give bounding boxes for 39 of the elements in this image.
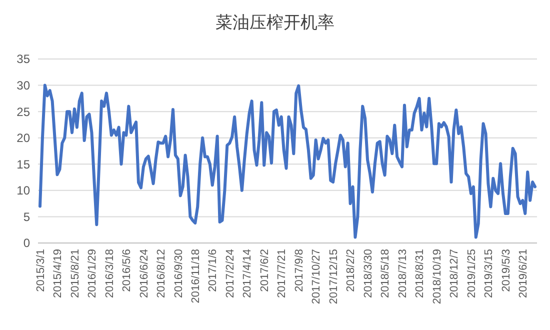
x-tick-label: 2018/2/2 [345,249,358,292]
x-tick-label: 2018/7/13 [396,249,409,298]
x-tick-label: 2018/5/18 [380,249,392,298]
x-tick-label: 2016/5/6 [121,249,134,292]
y-tick-label: 20 [16,131,30,146]
x-tick-label: 2016/6/24 [138,249,150,298]
x-tick-label: 2016/1/29 [86,249,99,298]
x-tick-label: 2019/6/21 [518,249,530,298]
x-tick-label: 2016/3/18 [104,249,116,298]
x-tick-label: 2015/4/19 [52,249,64,298]
x-tick-label: 2015/8/21 [69,249,82,298]
y-tick-label: 5 [23,210,30,224]
x-tick-label: 2017/4/14 [242,249,254,298]
chart-title: 菜油压榨开机率 [216,13,334,33]
y-tick-label: 25 [16,104,30,119]
x-tick-label: 2018/12/7 [448,249,461,298]
x-tick-label: 2017/7/21 [276,249,288,298]
y-tick-label: 15 [16,157,30,172]
x-tick-label: 2016/11/18 [190,249,202,304]
x-tick-label: 2017/12/15 [328,249,340,304]
x-tick-label: 2017/1/6 [207,249,220,292]
x-tick-label: 2018/3/30 [362,249,374,298]
y-tick-label: 35 [16,52,30,66]
x-tick-label: 2017/2/24 [224,249,236,298]
x-tick-label: 2018/8/31 [414,249,426,298]
y-tick-label: 10 [16,184,30,198]
y-tick-label: 30 [16,78,30,92]
y-tick-label: 0 [23,236,30,250]
x-tick-label: 2019/3/15 [483,249,496,298]
x-tick-label: 2018/10/19 [431,249,444,304]
x-tick-label: 2017/6/2 [258,249,271,292]
x-tick-label: 2016/9/30 [172,249,185,298]
x-tick-label: 2019/1/25 [466,249,478,298]
x-tick-label: 2017/10/27 [310,249,323,304]
x-tick-label: 2016/8/12 [156,249,168,298]
x-tick-label: 2019/5/3 [500,249,512,292]
line-series [38,84,536,239]
x-tick-label: 2015/3/1 [34,249,47,292]
x-tick-label: 2017/9/8 [293,249,306,292]
